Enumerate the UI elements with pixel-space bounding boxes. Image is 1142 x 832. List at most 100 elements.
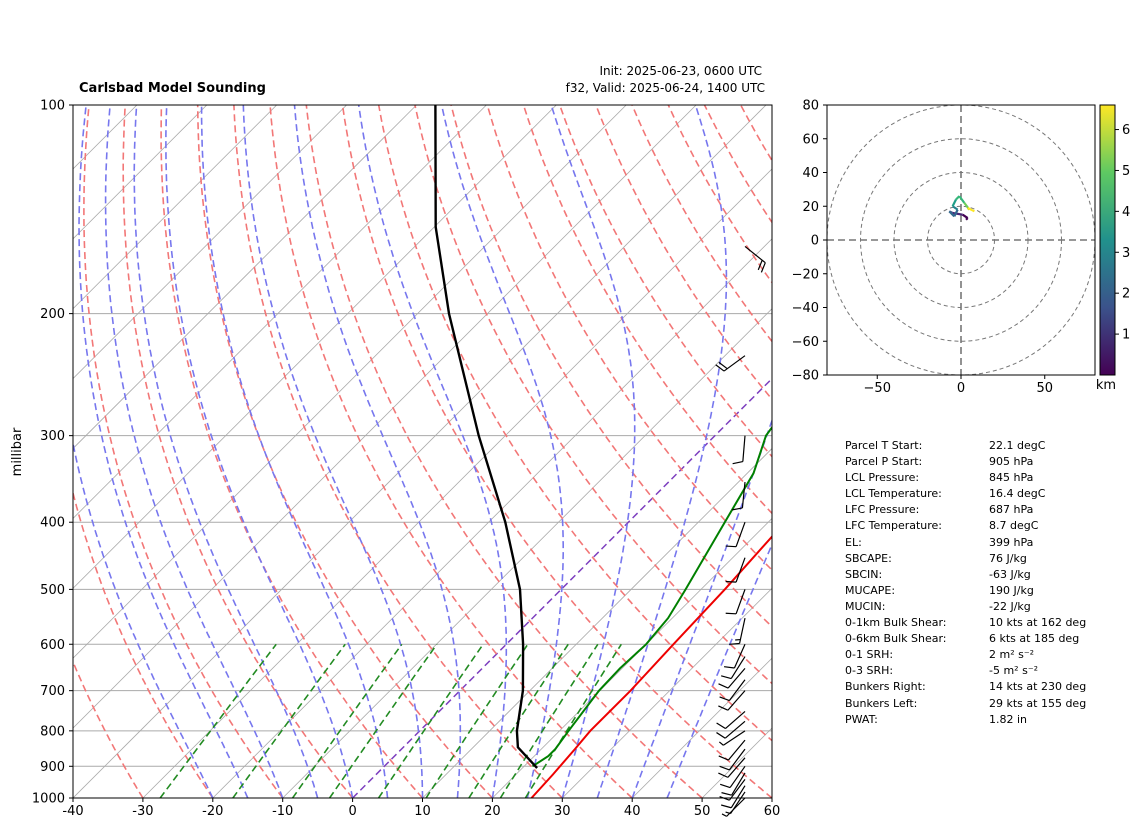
- wind-barb-flag: [719, 765, 730, 771]
- colorbar-tick-label: 4: [1122, 205, 1130, 220]
- wind-barb: [718, 667, 746, 689]
- wind-barb: [725, 589, 746, 615]
- parameter-label: LFC Pressure:: [845, 503, 920, 517]
- isotherm-line: [282, 308, 772, 798]
- wind-barb-staff: [730, 785, 746, 809]
- wind-barb-flag: [725, 545, 737, 548]
- y-tick-label: 700: [40, 684, 65, 699]
- isotherm-line: [142, 168, 772, 798]
- isotherm-line: [73, 105, 767, 798]
- mixing-ratio-line: [499, 643, 599, 798]
- y-axis-label: millibar: [10, 427, 25, 476]
- moist-adiabat-line: [104, 105, 284, 798]
- dry-adiabat-line: [341, 105, 772, 798]
- hodo-x-tick-label: 0: [957, 381, 965, 396]
- valid-time: f32, Valid: 2025-06-24, 1400 UTC: [566, 81, 765, 95]
- wind-barb-flag: [718, 683, 729, 689]
- wind-barb-staff: [733, 644, 746, 669]
- x-tick-label: 60: [764, 804, 781, 819]
- hodo-y-tick-label: −20: [792, 267, 819, 282]
- chart-title: Carlsbad Model Sounding: [79, 81, 266, 96]
- parameter-value: 1.82 in: [989, 712, 1028, 726]
- wind-barb-staff: [731, 772, 746, 796]
- parameter-value: 76 J/kg: [989, 551, 1027, 565]
- parameter-label: Bunkers Right:: [845, 680, 926, 694]
- parameter-value: 687 hPa: [989, 503, 1034, 517]
- moist-adiabat-line: [440, 105, 564, 798]
- mixing-ratio-line: [468, 643, 569, 798]
- hodograph-segment: [967, 206, 975, 213]
- wind-barbs: [715, 245, 766, 817]
- x-tick-label: 10: [414, 804, 431, 819]
- wind-barb-staff: [741, 481, 746, 508]
- wind-barb-half-flag: [718, 741, 724, 746]
- wind-barb: [725, 522, 746, 548]
- wind-barb: [716, 710, 746, 730]
- wind-barb-staff: [744, 245, 766, 264]
- x-tick-label: -10: [272, 804, 293, 819]
- wind-barb-staff: [729, 765, 746, 788]
- x-tick-label: 40: [624, 804, 641, 819]
- parameter-value: -5 m² s⁻²: [989, 664, 1039, 678]
- hodo-y-tick-label: 60: [802, 132, 819, 147]
- parameter-label: LFC Temperature:: [845, 519, 943, 533]
- hodograph-segment: [952, 211, 963, 216]
- dry-adiabat-line: [414, 105, 772, 685]
- wind-barb-flag: [732, 507, 743, 511]
- wind-barb-flag: [718, 705, 729, 711]
- dry-adiabat-line: [160, 105, 424, 798]
- wind-barb-flag: [757, 259, 763, 271]
- parameter-label: SBCIN:: [845, 567, 883, 581]
- wind-barb-staff: [727, 739, 746, 761]
- wind-barb-staff: [728, 748, 746, 771]
- wind-barb-staff: [735, 522, 746, 547]
- mixing-ratio-line: [232, 643, 346, 798]
- y-tick-label: 600: [40, 638, 65, 653]
- parameter-label: Bunkers Left:: [845, 696, 918, 710]
- wind-barb-staff: [728, 779, 746, 801]
- parameter-label: LCL Temperature:: [845, 487, 942, 501]
- parameter-value: 6 kts at 185 deg: [989, 632, 1080, 646]
- wind-barb-flag: [760, 262, 766, 273]
- wind-barb: [719, 679, 746, 702]
- isotherm-line: [73, 105, 417, 450]
- y-tick-label: 400: [40, 516, 65, 531]
- colorbar-ticks: 1 2 3 4 5 6: [1115, 123, 1130, 343]
- hodograph-segment: [948, 210, 956, 218]
- mixing-ratio-line: [377, 643, 484, 798]
- hodo-y-tick-label: −80: [792, 369, 819, 384]
- y-tick-label: 300: [40, 429, 65, 444]
- hodograph-segment: [958, 195, 966, 204]
- wind-barb: [720, 785, 746, 809]
- parameter-label: EL:: [845, 535, 862, 549]
- colorbar-label: km: [1096, 378, 1116, 393]
- parameter-value: 399 hPa: [989, 535, 1034, 549]
- parameter-value: 2 m² s⁻²: [989, 648, 1035, 662]
- wind-barb-flag: [715, 364, 725, 372]
- isotherm-line: [73, 105, 347, 380]
- wind-barb: [719, 765, 746, 789]
- wind-barb-flag: [721, 792, 732, 796]
- parameter-value: -22 J/kg: [989, 599, 1031, 613]
- parameter-label: 0-3 SRH:: [845, 664, 894, 678]
- hodo-x-tick-label: 50: [1036, 381, 1053, 396]
- moist-adiabat-line: [73, 439, 214, 798]
- skewt-ticks: -40 -30 -20 -10 0 10 20 30 40 50 60 100 200 300 400 500…: [32, 99, 780, 820]
- wind-barb: [721, 797, 746, 817]
- wind-barb-flag: [718, 361, 728, 370]
- wind-barb-staff: [738, 617, 746, 644]
- dry-adiabat-line: [269, 105, 633, 798]
- wind-barb-staff: [735, 589, 746, 615]
- wind-barb-half-flag: [721, 813, 727, 817]
- parameter-label: LCL Pressure:: [845, 471, 920, 485]
- wind-barb: [718, 739, 746, 761]
- hodograph-grid: [827, 105, 1095, 375]
- wind-barb: [725, 791, 746, 815]
- y-tick-label: 1000: [32, 792, 65, 807]
- wind-barb-staff: [723, 730, 746, 746]
- x-tick-label: -20: [202, 804, 223, 819]
- parameter-label: PWAT:: [845, 712, 878, 726]
- wind-barb-staff: [727, 690, 746, 711]
- mixing-ratio-line: [425, 643, 529, 798]
- hodo-y-tick-label: 80: [802, 99, 819, 114]
